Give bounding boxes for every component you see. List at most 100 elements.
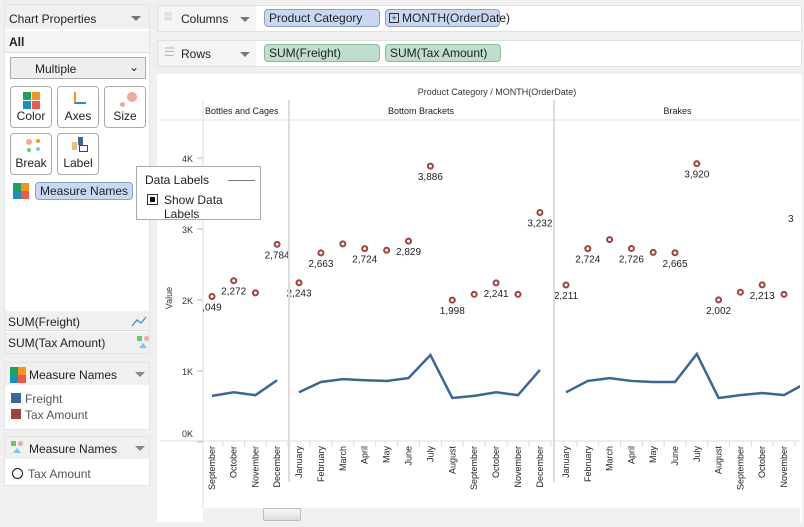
tax-point xyxy=(339,240,347,248)
divider xyxy=(228,180,255,181)
month-orderdate-pill[interactable]: + MONTH(OrderDate) xyxy=(385,9,510,27)
x-tick-label: June xyxy=(404,446,414,466)
section-all[interactable]: All xyxy=(9,35,25,49)
x-tick-label: April xyxy=(626,446,636,464)
tax-point xyxy=(470,290,478,298)
panel-header: Bottles and Cages xyxy=(205,106,279,116)
x-tick-label: May xyxy=(648,446,658,464)
marks-type-dropdown[interactable]: Multiple ⌄ xyxy=(10,57,146,79)
freight-swatch xyxy=(11,393,21,403)
label-button[interactable]: Label xyxy=(57,133,99,175)
show-data-labels-checkbox[interactable] xyxy=(147,194,158,205)
legend-title: Measure Names xyxy=(29,442,118,456)
grip-icon[interactable]: ⁞⁞⁞⁞ xyxy=(164,12,172,23)
x-tick-label: January xyxy=(561,446,571,479)
expand-icon[interactable]: + xyxy=(389,13,399,23)
chart-title: Product Category / MONTH(OrderDate) xyxy=(418,87,577,97)
tax-point xyxy=(562,281,570,289)
x-tick-label: September xyxy=(207,446,217,490)
x-tick-label: August xyxy=(714,446,724,475)
tax-data-label: 2,724 xyxy=(575,255,600,266)
x-tick-label: March xyxy=(605,446,615,471)
chevron-down-icon: ⌄ xyxy=(128,60,139,74)
rows-label: Rows xyxy=(181,47,212,61)
legend-item[interactable]: Tax Amount xyxy=(28,467,91,481)
legend-item[interactable]: Freight xyxy=(25,392,63,406)
color-label: Color xyxy=(16,109,46,123)
x-tick-label: February xyxy=(316,446,326,483)
line-chart-icon xyxy=(131,316,147,327)
tax-point xyxy=(780,290,788,298)
x-tick-label: September xyxy=(469,446,479,490)
tax-data-label: 2,724 xyxy=(352,255,377,266)
tax-point xyxy=(715,296,723,304)
panel-header: Bottom Brackets xyxy=(388,106,455,116)
popup-title: Data Labels xyxy=(145,173,210,187)
tax-point xyxy=(736,288,744,296)
measure-freight[interactable]: SUM(Freight) xyxy=(5,311,149,331)
chevron-down-icon[interactable] xyxy=(240,52,250,57)
tax-data-label: 2,213 xyxy=(750,291,775,302)
tax-point xyxy=(492,279,500,287)
axes-label: Axes xyxy=(64,109,92,123)
x-tick-label: December xyxy=(535,446,545,488)
tax-data-label: 2,002 xyxy=(706,306,731,317)
x-tick-label: May xyxy=(382,446,392,464)
color-legend: Measure Names Freight Tax Amount xyxy=(4,362,150,430)
tax-data-label: 2,663 xyxy=(308,259,333,270)
x-tick-label: March xyxy=(338,446,348,471)
scrollbar-thumb[interactable] xyxy=(263,508,301,521)
tax-point xyxy=(758,281,766,289)
color-button[interactable]: Color xyxy=(10,86,52,128)
legend-item[interactable]: Tax Amount xyxy=(25,408,88,422)
columns-shelf: ⁞⁞⁞⁞ Columns Product Category + MONTH(Or… xyxy=(157,5,802,32)
x-tick-label: July xyxy=(692,446,702,463)
chart-area xyxy=(157,74,802,522)
break-button[interactable]: Break xyxy=(10,133,52,175)
chevron-down-icon[interactable] xyxy=(135,372,145,377)
y-axis-label: Value xyxy=(164,287,174,309)
break-label: Break xyxy=(15,156,47,170)
tax-data-label: 2,211 xyxy=(554,291,579,302)
chevron-down-icon[interactable] xyxy=(240,17,250,22)
size-button[interactable]: Size xyxy=(104,86,146,128)
columns-label: Columns xyxy=(181,12,229,26)
product-category-pill[interactable]: Product Category xyxy=(264,9,380,27)
axes-button[interactable]: Axes xyxy=(57,86,99,128)
y-tick-label: 4K xyxy=(182,154,193,164)
size-label: Size xyxy=(113,109,137,123)
measure-names-pill[interactable]: Measure Names xyxy=(35,182,133,200)
show-data-labels-label[interactable]: Show Data Labels xyxy=(164,193,223,221)
tax-point xyxy=(230,277,238,285)
pill-label: MONTH(OrderDate) xyxy=(402,11,511,25)
tax-data-label: 3 xyxy=(788,214,794,225)
x-tick-label: November xyxy=(250,446,260,488)
x-tick-label: October xyxy=(491,446,501,478)
shape-legend: Measure Names Tax Amount xyxy=(4,436,150,486)
grip-icon[interactable]: ☰ xyxy=(164,45,175,59)
tax-point xyxy=(671,249,679,257)
x-tick-label: October xyxy=(229,446,239,478)
freight-line xyxy=(565,351,800,400)
label-label: Label xyxy=(63,156,93,170)
measure-label: SUM(Tax Amount) xyxy=(8,336,106,350)
tax-point xyxy=(361,245,369,253)
tax-data-label: 3,886 xyxy=(418,172,443,183)
tax-point xyxy=(426,162,434,170)
tax-data-label: 1,998 xyxy=(440,306,465,317)
y-tick-label: 2K xyxy=(182,296,193,306)
chart-properties-header[interactable]: Chart Properties xyxy=(5,5,149,29)
tax-point xyxy=(317,249,325,257)
data-labels-popup: Data Labels Show Data Labels xyxy=(136,166,261,221)
plot-group: ,049 2,272 2,784 September October November De… xyxy=(203,160,800,490)
tax-point xyxy=(536,209,544,217)
y-tick-label: 1K xyxy=(182,367,193,377)
measure-tax-amount[interactable]: SUM(Tax Amount) xyxy=(5,332,149,353)
horizontal-scrollbar[interactable] xyxy=(203,508,800,522)
tax-swatch xyxy=(11,409,21,419)
chevron-down-icon[interactable] xyxy=(131,16,141,21)
sum-tax-amount-pill[interactable]: SUM(Tax Amount) xyxy=(385,44,501,62)
sum-freight-pill[interactable]: SUM(Freight) xyxy=(264,44,380,62)
chevron-down-icon[interactable] xyxy=(135,446,145,451)
tax-point xyxy=(405,237,412,245)
